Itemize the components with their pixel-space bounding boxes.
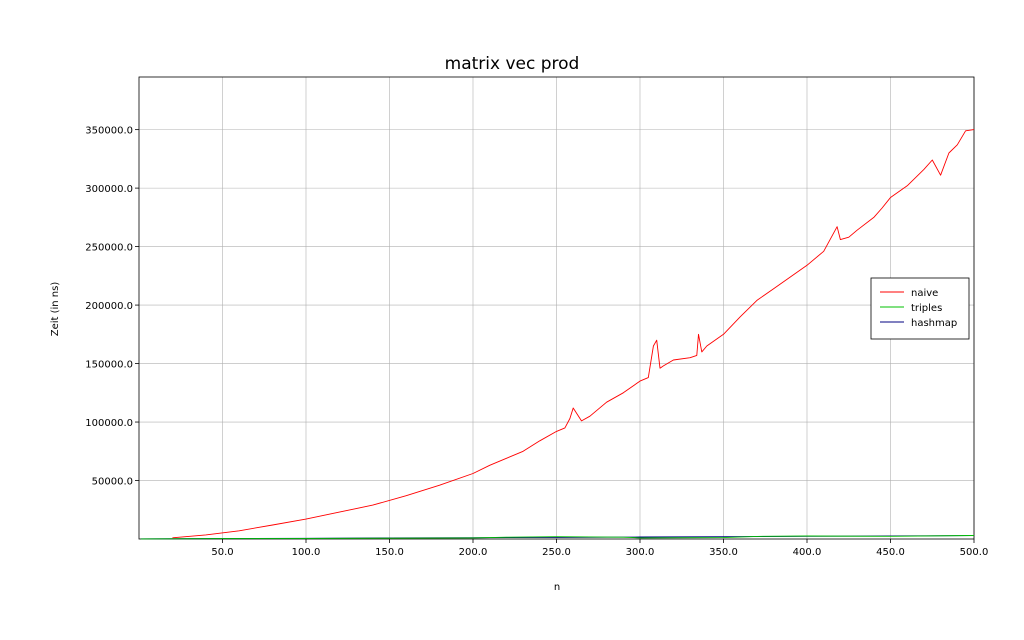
legend-label-triples: triples — [911, 303, 942, 314]
legend-box — [870, 277, 970, 340]
legend: naive triples hashmap — [870, 277, 970, 340]
y-tick-label: 150000.0 — [85, 360, 133, 371]
x-tick-label: 400.0 — [793, 547, 822, 558]
legend-label-hashmap: hashmap — [911, 318, 957, 329]
y-tick-label: 200000.0 — [85, 301, 133, 312]
series-line-triples — [140, 535, 975, 540]
x-tick-label: 450.0 — [876, 547, 905, 558]
x-tick-label: 50.0 — [211, 547, 233, 558]
y-axis-label: Zeit (in ns) — [50, 282, 61, 337]
series-line-naive — [172, 129, 975, 539]
y-tick-label: 100000.0 — [85, 418, 133, 429]
x-tick-label: 200.0 — [459, 547, 488, 558]
series — [140, 129, 975, 540]
y-tick-label: 300000.0 — [85, 184, 133, 195]
x-tick-label: 150.0 — [375, 547, 404, 558]
x-tick-label: 100.0 — [292, 547, 321, 558]
grid — [139, 77, 975, 539]
chart-title: matrix vec prod — [445, 54, 580, 74]
y-tick-label: 350000.0 — [85, 126, 133, 137]
ticks: 50.0 100.0 150.0 200.0 250.0 300.0 350.0 400.0 4… — [85, 126, 988, 558]
x-tick-label: 500.0 — [960, 547, 989, 558]
y-tick-label: 250000.0 — [85, 243, 133, 254]
x-tick-label: 350.0 — [709, 547, 738, 558]
x-tick-label: 250.0 — [542, 547, 571, 558]
legend-label-naive: naive — [911, 288, 938, 299]
y-tick-label: 50000.0 — [92, 477, 133, 488]
x-axis-label: n — [554, 582, 560, 593]
x-tick-label: 300.0 — [626, 547, 655, 558]
